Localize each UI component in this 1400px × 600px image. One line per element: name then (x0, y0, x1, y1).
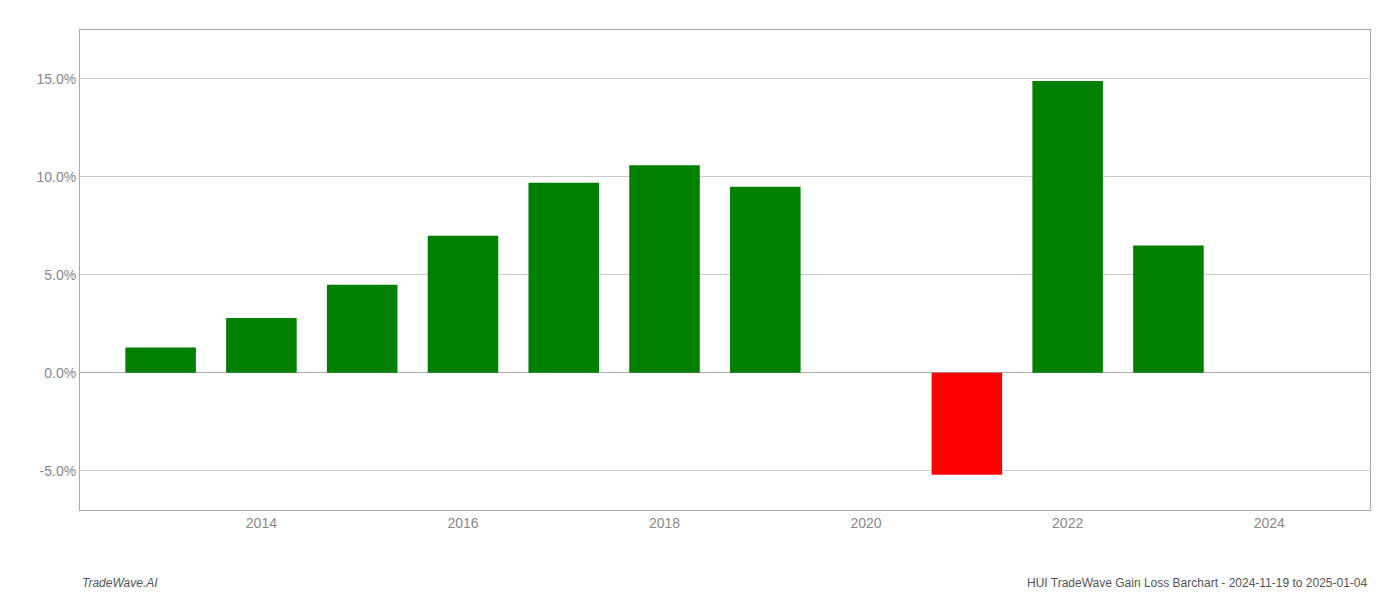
svg-text:2014: 2014 (246, 515, 277, 531)
svg-text:2016: 2016 (447, 515, 478, 531)
svg-text:HUI TradeWave Gain Loss Barcha: HUI TradeWave Gain Loss Barchart - 2024-… (1027, 576, 1368, 590)
svg-text:2024: 2024 (1254, 515, 1285, 531)
svg-text:10.0%: 10.0% (36, 169, 76, 185)
svg-text:2018: 2018 (649, 515, 680, 531)
svg-text:TradeWave.AI: TradeWave.AI (82, 576, 158, 590)
svg-text:5.0%: 5.0% (44, 267, 76, 283)
svg-text:0.0%: 0.0% (44, 365, 76, 381)
svg-text:2022: 2022 (1052, 515, 1083, 531)
svg-text:-5.0%: -5.0% (40, 463, 77, 479)
svg-text:15.0%: 15.0% (36, 71, 76, 87)
svg-text:2020: 2020 (851, 515, 882, 531)
